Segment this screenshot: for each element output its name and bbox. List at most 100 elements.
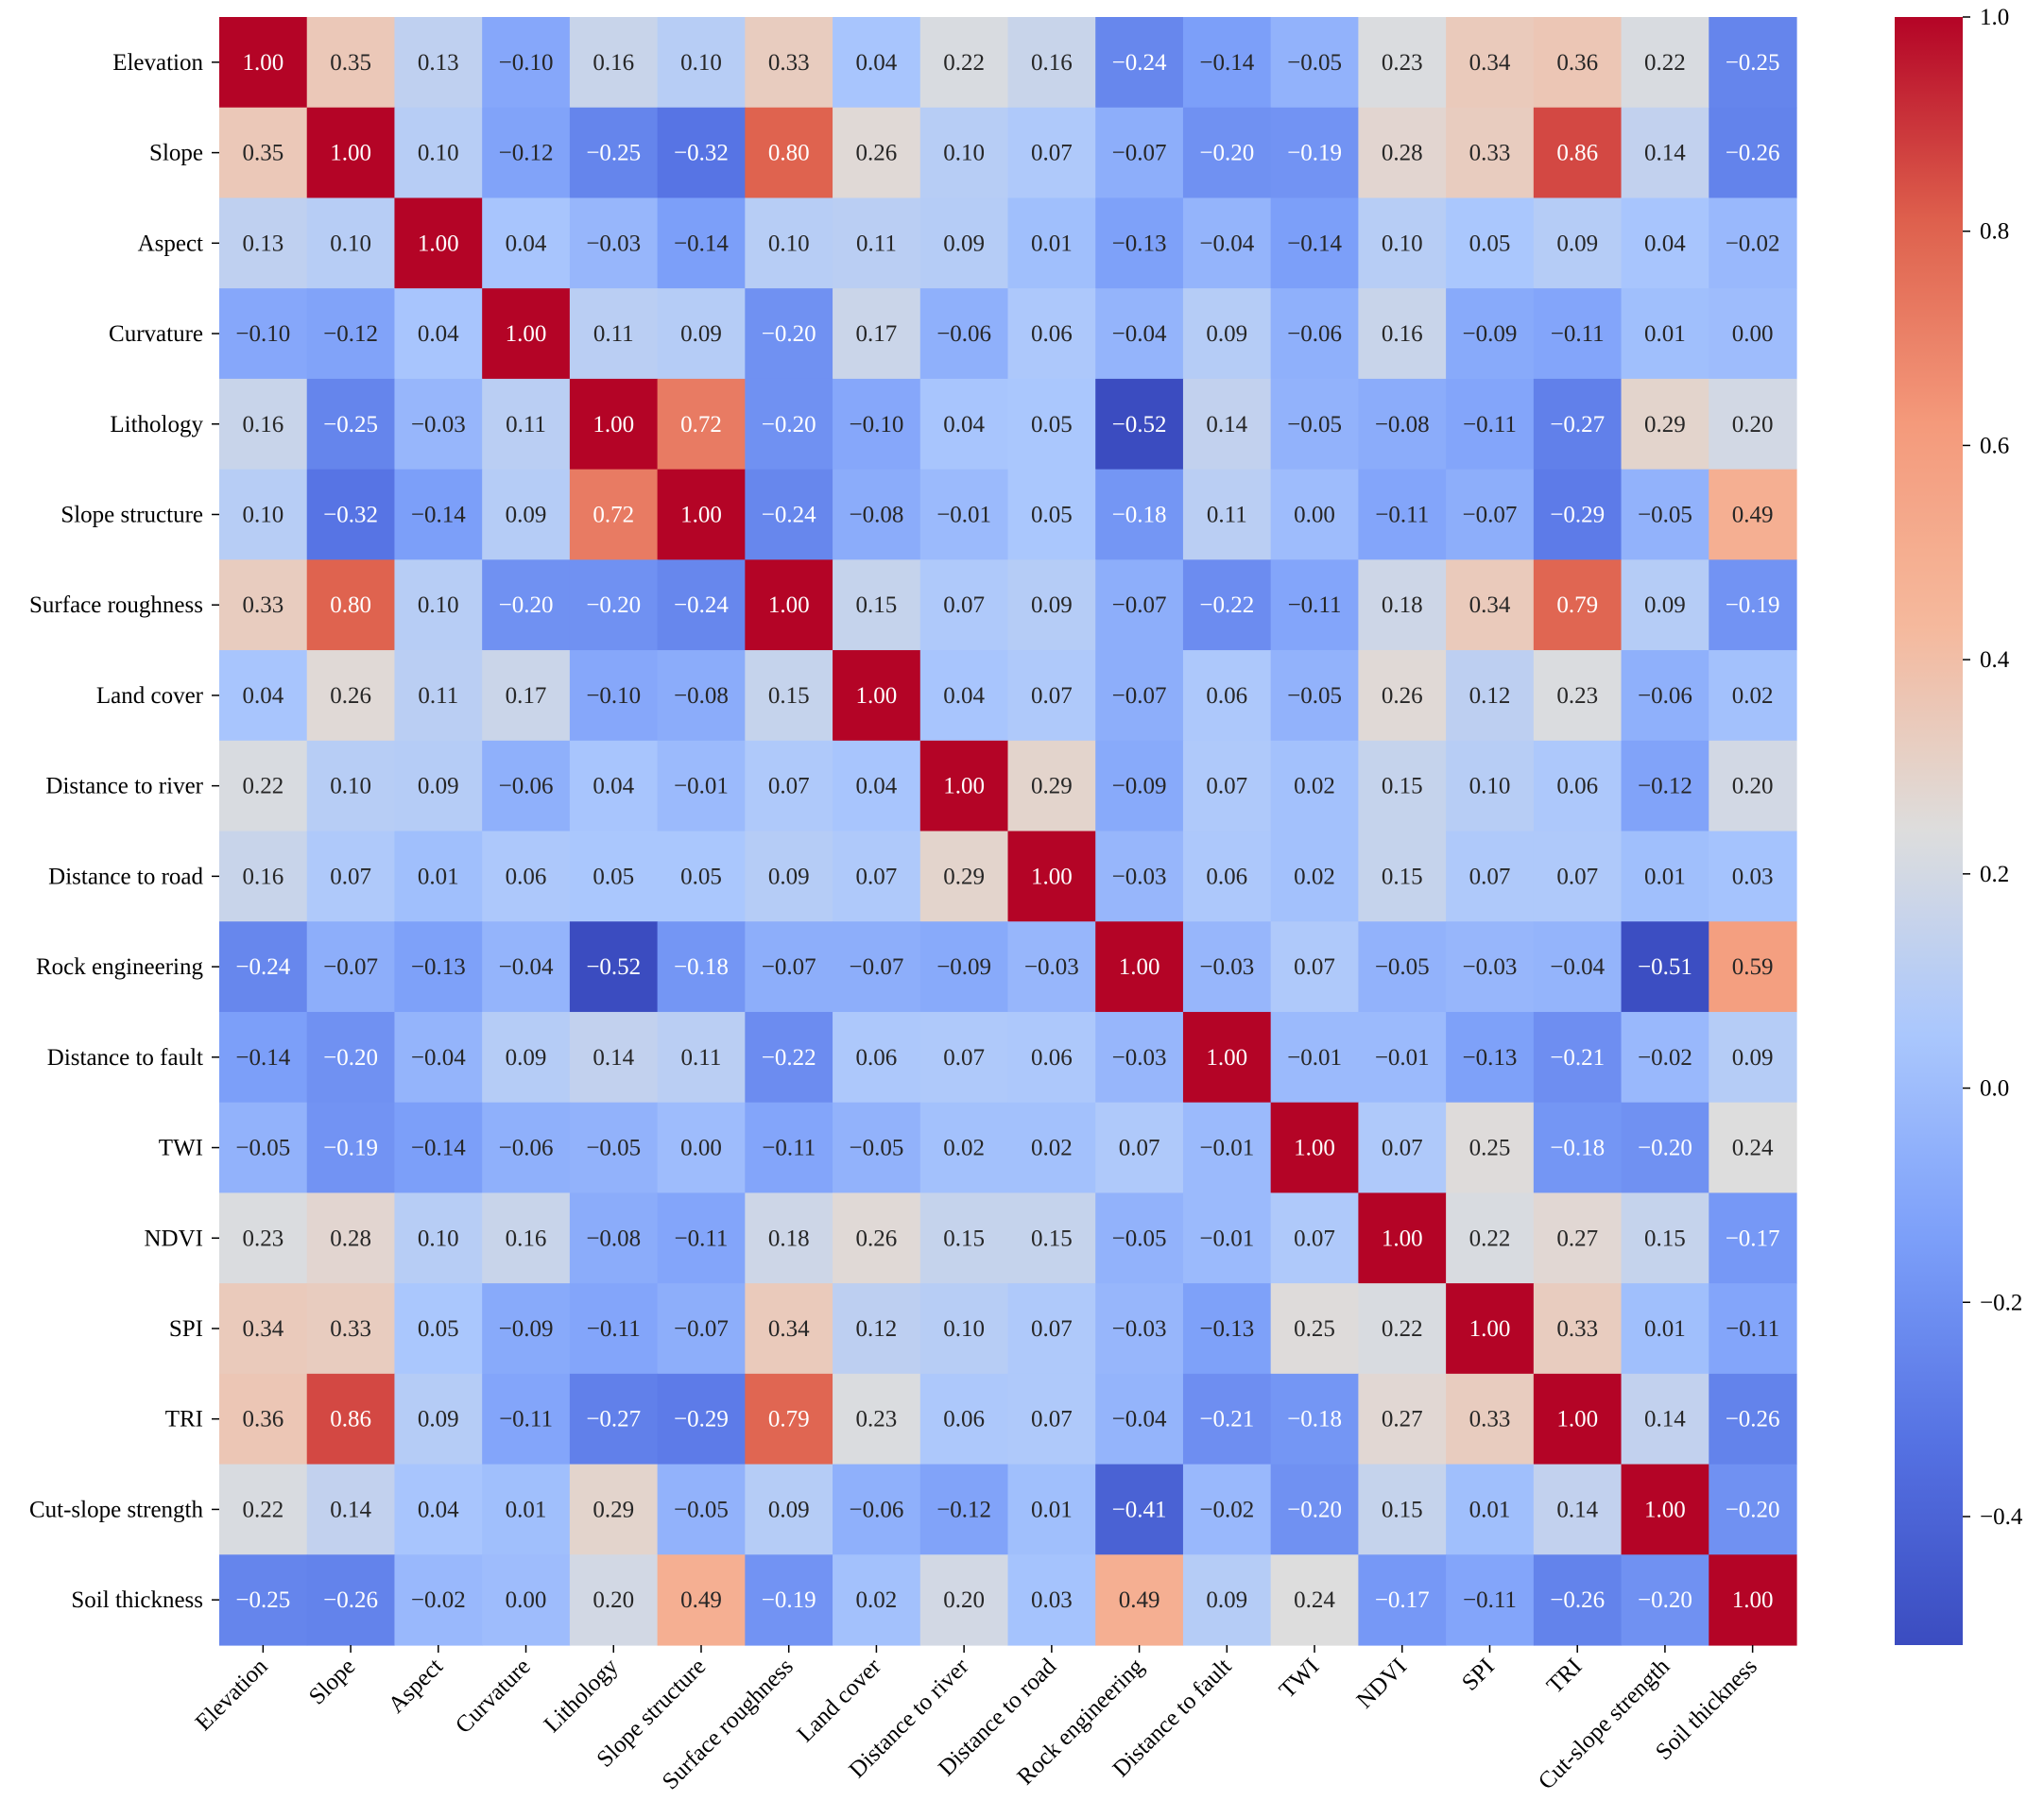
cell-value-label: 0.01 [1644,1316,1686,1342]
heatmap-cell [1446,288,1535,380]
heatmap-cell [569,197,659,289]
heatmap-cell [919,107,1009,199]
cell-value-label: −0.20 [499,592,554,618]
heatmap-cell [1270,740,1359,832]
cell-value-label: 0.13 [418,50,459,76]
cell-value-label: −0.01 [1199,1226,1254,1251]
heatmap-cell [1007,740,1096,832]
cell-value-label: 0.04 [943,412,985,437]
cell-value-label: −0.12 [323,321,378,347]
heatmap-cell [833,1192,921,1284]
cell-value-label: 0.23 [1556,683,1598,709]
heatmap-cell [1182,921,1272,1013]
cell-value-label: −0.03 [411,412,466,437]
heatmap-cell [394,1554,483,1646]
heatmap-cell [1533,650,1623,742]
cell-value-label: 0.34 [768,1316,810,1342]
cell-value-label: 0.15 [1382,864,1423,889]
heatmap-cell [1533,740,1623,832]
heatmap-cell [1007,469,1096,560]
heatmap-cell [219,831,308,922]
cell-value-label: 0.09 [506,1045,547,1071]
heatmap-cell [1446,921,1535,1013]
cell-value-label: 0.86 [1556,141,1598,166]
cell-value-label: −0.04 [499,954,554,980]
cell-value-label: 0.15 [856,592,898,618]
y-tick-label: Rock engineering [36,954,204,980]
cell-value-label: 1.00 [1556,1407,1598,1432]
cell-value-label: 0.09 [1732,1045,1774,1071]
heatmap-cell [919,831,1009,922]
heatmap-cell [1533,197,1623,289]
cell-value-label: 0.22 [242,774,283,799]
heatmap-cell [657,1011,746,1104]
cell-value-label: 0.16 [506,1226,547,1251]
cell-value-label: −0.20 [1287,1497,1342,1522]
x-tick-label: TWI [1275,1654,1324,1703]
cell-value-label: −0.14 [411,1136,466,1161]
heatmap-cell [919,288,1009,380]
heatmap-cell [1007,1102,1096,1193]
heatmap-cell [482,1102,571,1193]
cell-value-label: −0.20 [323,1045,378,1071]
heatmap-cell [745,1192,833,1284]
cell-value-label: −0.22 [762,1045,816,1071]
cell-value-label: −0.25 [323,412,378,437]
cell-value-label: 0.25 [1469,1136,1511,1161]
cell-value-label: 0.07 [943,592,985,618]
heatmap-cell [1709,107,1797,199]
heatmap-cell [1095,740,1184,832]
heatmap-cell [1358,1554,1447,1646]
heatmap-cell [482,559,571,651]
heatmap-cell [306,921,396,1013]
heatmap-cell [1709,1283,1797,1375]
heatmap-cell [1621,378,1709,471]
heatmap-cell [1709,1102,1797,1193]
cell-value-label: 0.09 [943,231,985,256]
cell-value-label: −0.18 [674,954,729,980]
cell-value-label: 0.33 [768,50,810,76]
heatmap-cell [1182,740,1272,832]
cell-value-label: 0.14 [330,1497,371,1522]
cell-value-label: −0.25 [235,1587,290,1613]
heatmap-cell [1533,1011,1623,1104]
heatmap-cell [1533,559,1623,651]
heatmap-cell [1446,1192,1535,1284]
cell-value-label: 0.05 [1469,231,1511,256]
cell-value-label: 0.33 [1469,141,1511,166]
heatmap-cell [219,740,308,832]
heatmap-cell [745,831,833,922]
cell-value-label: −0.08 [849,502,903,527]
heatmap-cell [394,1102,483,1193]
heatmap-cell [1182,831,1272,922]
heatmap-cell [569,650,659,742]
cell-value-label: −0.19 [1287,141,1342,166]
heatmap-cell [657,1102,746,1193]
heatmap-cell [1095,1011,1184,1104]
cell-value-label: −0.25 [1726,50,1780,76]
heatmap-cell [394,1011,483,1104]
heatmap-cell [1095,107,1184,199]
heatmap-cell [1358,740,1447,832]
cell-value-label: 0.06 [506,864,547,889]
cell-value-label: 0.07 [1206,774,1247,799]
heatmap-cell [1007,197,1096,289]
cell-value-label: −0.02 [411,1587,466,1613]
cell-value-label: 0.06 [1031,321,1073,347]
heatmap-cell [1182,1102,1272,1193]
heatmap-cell [394,107,483,199]
cell-value-label: −0.24 [762,502,816,527]
heatmap-cell [833,17,921,109]
y-tick-label: Distance to river [45,774,203,799]
heatmap-cell [569,921,659,1013]
cell-value-label: −0.05 [1638,502,1692,527]
heatmap-cell [919,1011,1009,1104]
cell-value-label: 1.00 [418,231,459,256]
cell-value-label: 0.04 [856,774,898,799]
heatmap-cell [306,1102,396,1193]
heatmap-cell [1621,107,1709,199]
heatmap-cells: 1.00 0.35 0.13 −0.10 0.16 0.10 0.33 0.04 0.22 0.1… [219,17,1797,1646]
cell-value-label: −0.09 [1463,321,1518,347]
heatmap-cell [1446,1464,1535,1555]
heatmap-cell [1095,921,1184,1013]
